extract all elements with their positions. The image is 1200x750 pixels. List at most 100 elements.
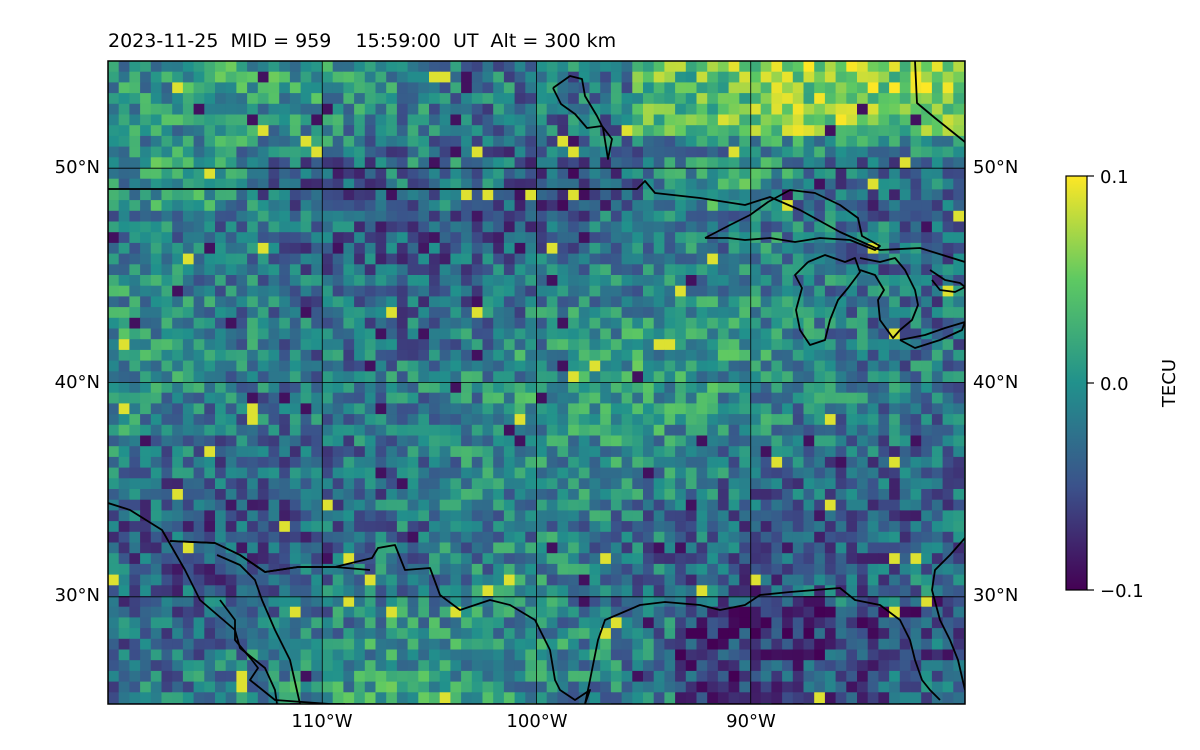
- heatmap-cell: [332, 232, 344, 244]
- heatmap-cell: [750, 307, 762, 319]
- heatmap-cell: [471, 649, 484, 661]
- heatmap-cell: [322, 585, 334, 597]
- heatmap-cell: [835, 585, 847, 597]
- heatmap-cell: [386, 275, 398, 287]
- heatmap-cell: [193, 542, 205, 554]
- heatmap-cell: [300, 264, 312, 276]
- heatmap-cell: [215, 114, 227, 126]
- heatmap-cell: [514, 285, 526, 297]
- heatmap-cell: [118, 478, 130, 490]
- heatmap-cell: [386, 521, 398, 533]
- heatmap-cell: [215, 585, 227, 597]
- heatmap-cell: [225, 606, 237, 618]
- heatmap-cell: [429, 168, 441, 180]
- heatmap-cell: [150, 93, 163, 105]
- heatmap-cell: [771, 489, 783, 501]
- heatmap-cell: [514, 264, 526, 276]
- heatmap-cell: [910, 435, 922, 447]
- heatmap-cell: [450, 189, 462, 201]
- heatmap-cell: [514, 596, 526, 608]
- heatmap-cell: [760, 82, 772, 94]
- heatmap-cell: [899, 510, 912, 522]
- heatmap-cell: [846, 660, 858, 672]
- heatmap-cell: [343, 521, 355, 533]
- heatmap-cell: [931, 670, 944, 683]
- heatmap-cell: [899, 307, 912, 319]
- heatmap-cell: [771, 61, 783, 73]
- heatmap-cell: [760, 307, 772, 319]
- heatmap-cell: [536, 531, 548, 544]
- heatmap-cell: [675, 135, 687, 148]
- heatmap-cell: [814, 414, 826, 426]
- heatmap-cell: [161, 596, 173, 608]
- heatmap-cell: [279, 649, 291, 661]
- heatmap-cell: [268, 157, 280, 169]
- heatmap-cell: [803, 424, 815, 437]
- heatmap-cell: [354, 649, 366, 661]
- heatmap-cell: [846, 638, 858, 651]
- lat-tick-label-50n-left: 50°N: [55, 157, 100, 178]
- heatmap-cell: [268, 478, 280, 490]
- heatmap-cell: [707, 499, 719, 511]
- heatmap-cell: [439, 178, 451, 190]
- heatmap-cell: [899, 403, 912, 415]
- heatmap-cell: [182, 660, 195, 672]
- heatmap-cell: [268, 168, 280, 180]
- heatmap-cell: [247, 435, 259, 447]
- heatmap-cell: [332, 649, 344, 661]
- heatmap-cell: [418, 125, 430, 137]
- heatmap-cell: [750, 435, 762, 447]
- heatmap-cell: [717, 521, 730, 533]
- heatmap-cell: [461, 349, 473, 362]
- heatmap-cell: [118, 317, 130, 330]
- heatmap-cell: [931, 339, 944, 351]
- heatmap-cell: [204, 606, 216, 618]
- heatmap-cell: [803, 574, 815, 586]
- heatmap-cell: [429, 114, 441, 126]
- heatmap-cell: [610, 296, 623, 308]
- heatmap-cell: [557, 157, 569, 169]
- heatmap-cell: [653, 692, 665, 704]
- heatmap-cell: [247, 392, 259, 404]
- heatmap-cell: [889, 232, 901, 244]
- heatmap-cell: [750, 392, 762, 404]
- heatmap-cell: [696, 93, 708, 105]
- heatmap-cell: [685, 489, 698, 501]
- heatmap-cell: [557, 114, 569, 126]
- heatmap-cell: [514, 146, 526, 158]
- heatmap-cell: [803, 414, 815, 426]
- heatmap-cell: [503, 585, 516, 597]
- heatmap-cell: [407, 232, 419, 244]
- heatmap-cell: [696, 285, 708, 297]
- heatmap-cell: [343, 168, 355, 180]
- heatmap-cell: [118, 660, 130, 672]
- heatmap-cell: [279, 146, 291, 158]
- heatmap-cell: [150, 596, 163, 608]
- heatmap-cell: [407, 382, 419, 394]
- heatmap-cell: [247, 189, 259, 201]
- heatmap-cell: [429, 125, 441, 137]
- heatmap-cell: [429, 339, 441, 351]
- heatmap-cell: [343, 296, 355, 308]
- heatmap-cell: [140, 649, 152, 661]
- heatmap-cell: [589, 242, 601, 255]
- heatmap-cell: [557, 531, 569, 544]
- heatmap-cell: [322, 61, 334, 73]
- heatmap-cell: [225, 125, 237, 137]
- heatmap-cell: [118, 61, 130, 73]
- heatmap-cell: [921, 553, 933, 565]
- heatmap-cell: [664, 692, 676, 704]
- heatmap-cell: [632, 649, 644, 661]
- heatmap-cell: [910, 328, 922, 340]
- heatmap-cell: [803, 125, 815, 137]
- heatmap-cell: [782, 178, 794, 190]
- heatmap-cell: [236, 157, 248, 169]
- heatmap-cell: [803, 221, 815, 233]
- heatmap-cell: [343, 135, 355, 148]
- heatmap-cell: [878, 649, 890, 661]
- heatmap-cell: [525, 178, 537, 190]
- heatmap-cell: [717, 446, 730, 458]
- heatmap-cell: [910, 531, 922, 544]
- heatmap-cell: [129, 296, 141, 308]
- heatmap-cell: [568, 489, 580, 501]
